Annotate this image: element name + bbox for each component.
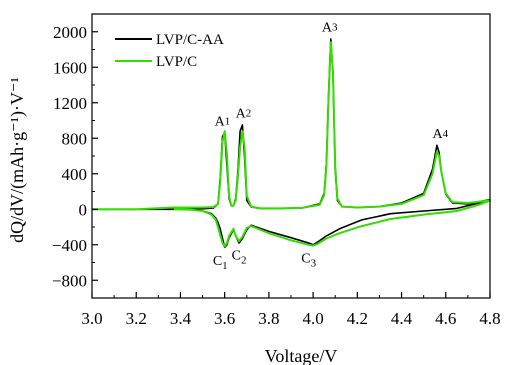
y-tick-label: 800: [62, 129, 88, 148]
x-tick-label: 3.8: [258, 309, 279, 328]
ticks-layer: 3.0 3.2 3.4 3.6 3.8 4.0 4.2 4.4 4.6 4.8 −800 −400 0 4…: [52, 23, 501, 328]
peak-label-c2: C2: [232, 249, 247, 267]
x-tick-label: 4.0: [302, 309, 323, 328]
legend-label-1: LVP/C: [156, 54, 197, 70]
y-tick-label: 400: [62, 165, 88, 184]
x-tick-label: 4.2: [347, 309, 368, 328]
peak-label-a2: A2: [236, 106, 252, 121]
x-tick-label: 4.6: [435, 309, 456, 328]
x-tick-label: 3.2: [126, 309, 147, 328]
y-tick-label: 1600: [53, 58, 87, 77]
x-axis-title: Voltage/V: [265, 346, 338, 365]
legend: LVP/C-AA LVP/C: [115, 32, 224, 70]
series-layer: [92, 38, 491, 249]
y-tick-label: 2000: [53, 23, 87, 42]
legend-label-0: LVP/C-AA: [156, 32, 224, 48]
x-tick-label: 3.6: [214, 309, 235, 328]
y-tick-label: −800: [52, 271, 87, 290]
x-tick-label: 3.4: [170, 309, 192, 328]
peak-label-a1: A1: [215, 114, 231, 129]
peak-label-a3: A3: [322, 20, 338, 35]
x-tick-label: 3.0: [81, 309, 102, 328]
series-line-0: [92, 38, 491, 249]
y-axis-title: dQ/dV/(mAh·g⁻¹)·V⁻¹: [7, 77, 28, 243]
peak-label-c3: C3: [301, 251, 316, 269]
x-tick-label: 4.4: [391, 309, 413, 328]
peak-label-a4: A4: [432, 127, 448, 142]
x-tick-label: 4.8: [479, 309, 500, 328]
plot-frame: [91, 13, 491, 299]
series-line-1: [92, 41, 491, 248]
peak-label-c1: C1: [213, 254, 228, 272]
y-tick-label: −400: [52, 236, 87, 255]
y-tick-label: 1200: [53, 94, 87, 113]
y-tick-label: 0: [79, 200, 88, 219]
